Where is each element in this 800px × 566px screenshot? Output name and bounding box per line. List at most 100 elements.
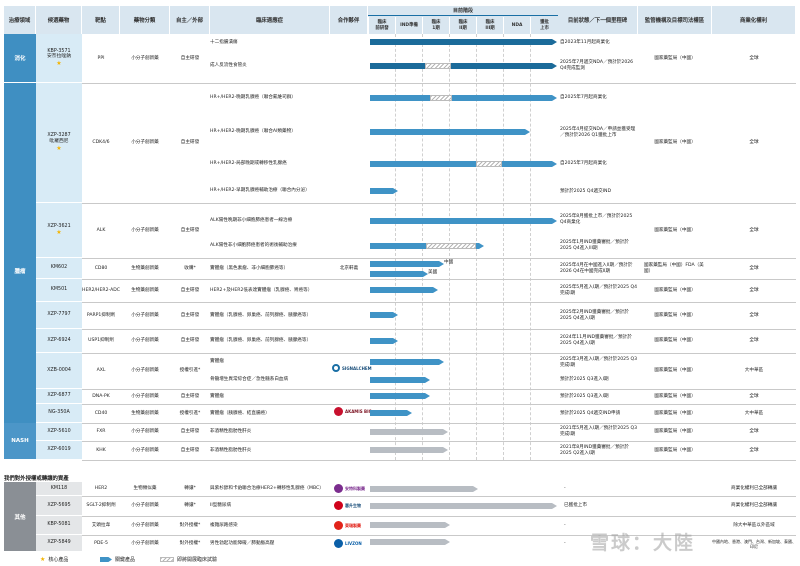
target-cell: PDE-5 — [94, 540, 108, 546]
status-cell: 預計於2025 Q3進入I期 — [560, 393, 609, 399]
source-cell: 自主研發 — [180, 338, 200, 344]
indication-cell: 實體瘤（胰腺癌、結直腸癌） — [210, 410, 270, 416]
status-cell: 自2025年7月起商業化 — [560, 95, 607, 101]
class-cell: 小分子創新藥 — [131, 227, 159, 233]
col-regulator: 監管機構及目標司法權區 — [638, 6, 712, 34]
status-cell: 2025年2月IND獲藥審批／預計於2025 Q4進入I期 — [560, 309, 629, 321]
source-cell: 自主研發 — [180, 312, 200, 318]
stage-approved: 獲批 上市 — [530, 17, 558, 34]
segment-oncology: 腫瘤 — [4, 83, 36, 460]
planned-bar — [430, 95, 452, 101]
progress-bar — [370, 271, 428, 277]
indication-cell: II型糖尿病 — [210, 503, 232, 509]
drug-kbp3571: KBP-3571 安奈拉唑鈉 ★ — [36, 34, 82, 83]
source-cell: 授權引進* — [179, 368, 201, 374]
class-cell: 生物藥創新藥 — [131, 410, 159, 416]
row-divider — [82, 423, 796, 424]
progress-bar — [370, 188, 398, 194]
drug-km118: KM118 — [36, 482, 82, 496]
segment-digestive: 消化 — [4, 34, 36, 83]
regulator-cell: 國家藥監局（中國）FDA（美國） — [644, 262, 704, 274]
stage-phase1: 臨床 1期 — [422, 17, 449, 34]
drug-ng350a: NG-350A — [36, 404, 82, 423]
rights-cell: 大中華區 — [744, 410, 764, 416]
status-cell: 2021年5月進入I期／預計於2025 Q3完成I期 — [560, 426, 638, 437]
pipeline-table: 消化 腫瘤 KBP-3571 安奈拉唑鈉 ★ XZP-3287 吡羅西尼 ★ XZP-3… — [4, 34, 796, 461]
col-rights: 商業化權利 — [712, 6, 796, 34]
rights-cell: 全球 — [749, 447, 759, 453]
regulator-cell: 國家藥監局（中國） — [654, 393, 696, 399]
drug-km501: KM501 — [36, 279, 82, 302]
legend-planned: 即將開展臨床試驗 — [160, 556, 217, 563]
target-cell: KHK — [96, 447, 106, 453]
row-divider — [82, 404, 796, 405]
status-cell: 預計於2025 Q3進入I期 — [560, 377, 609, 383]
partner-logo-signalchem: SIGNALCHEM — [332, 364, 372, 372]
partner-logo-akamis: AKAMIS BIO — [334, 407, 372, 416]
progress-bar — [370, 539, 450, 545]
drug-xzp3287: XZP-3287 吡羅西尼 ★ — [36, 83, 82, 203]
target-cell: HER2 — [94, 486, 108, 492]
legend-key: 關鍵產品 — [100, 556, 135, 563]
status-cell: 預計於2025 Q4遞交IND — [560, 189, 611, 195]
class-cell: 小分子創新藥 — [131, 55, 159, 61]
progress-bar — [370, 63, 425, 69]
core-star-icon: ★ — [56, 144, 62, 152]
rights-cell: 全球 — [749, 338, 759, 344]
source-cell: 轉讓* — [184, 486, 196, 492]
rights-cell: 全球 — [749, 287, 759, 293]
partner-logo-livzon: LIVZON — [334, 539, 362, 548]
indication-cell: 複雜尿路感染 — [210, 522, 238, 528]
source-cell: 授權引進* — [179, 410, 201, 416]
source-cell: 對外授權* — [179, 522, 201, 528]
col-class: 藥物分類 — [120, 6, 170, 34]
progress-bar — [370, 39, 557, 45]
indication-cell: HR+/HER2-早期乳腺癌輔助治療（聯合內分泌） — [210, 188, 310, 194]
drug-xzp6924: XZP-6924 — [36, 329, 82, 353]
indication-cell: 實體瘤（乳腺癌、卵巢癌、前列腺癌、胰腺癌等） — [210, 338, 312, 344]
progress-bar — [370, 287, 438, 293]
indication-cell: ALK陽性非小細胞肺癌患者的術後輔助治療 — [210, 243, 297, 249]
target-cell: DNA-PK — [92, 393, 110, 399]
class-cell: 生物類似藥 — [133, 486, 157, 492]
regulator-cell: 國家藥監局（中國） — [654, 140, 696, 146]
progress-bar — [451, 63, 557, 69]
indication-cell: 實體瘤（乳腺癌、卵巢癌、前列腺癌、胰腺癌等） — [210, 312, 312, 318]
indication-cell: HR+/HER2-局部晚期或轉移性乳腺癌 — [210, 161, 287, 167]
target-cell: 艾頭拉韋 — [91, 522, 111, 528]
drug-kbp5081: KBP-5081 — [36, 516, 82, 535]
status-cell: - — [564, 486, 566, 492]
status-cell: 自2025年7月起商業化 — [560, 161, 607, 167]
class-cell: 小分子創新藥 — [131, 368, 159, 374]
source-cell: 自主研發 — [180, 55, 200, 61]
section-outlicensed-title: 我們對外授權或轉讓的資產 — [4, 476, 69, 482]
col-status: 目前狀態／下一個里程碑 — [558, 6, 638, 34]
planned-bar — [476, 161, 502, 167]
stage-group-title: 目前階段 — [368, 7, 558, 16]
progress-bar — [370, 429, 448, 435]
rights-cell: 全球 — [749, 265, 759, 271]
col-partner: 合作夥伴 — [330, 6, 368, 34]
indication-cell: 實體瘤 — [210, 393, 224, 399]
stage-ind: IND準備 — [395, 17, 422, 34]
target-cell: HER2/HER2-ADC — [82, 287, 120, 293]
indication-cell: 非酒精性脂肪性肝炎 — [210, 447, 252, 453]
phase-marker-china: 中國 — [444, 260, 454, 266]
status-cell: 2025年8月獲批上市／預計於2025 Q4商業化 — [560, 214, 633, 225]
regulator-cell: 國家藥監局（中國） — [654, 338, 696, 344]
class-cell: 小分子創新藥 — [131, 522, 159, 528]
partner-logo-dongrui: 東瑞製藥 — [334, 521, 361, 530]
row-divider — [82, 441, 796, 442]
indication-cell: 骨髓增生異常綜合症／急性髓系白血病 — [210, 377, 289, 383]
rights-cell: 大中華區 — [744, 368, 764, 374]
indication-cell: HR+/HER2-晚期乳腺癌（聯合AI類藥物） — [210, 129, 296, 135]
regulator-cell: 國家藥監局（中國） — [654, 227, 696, 233]
indication-cell: HR+/HER2-晚期乳腺癌（聯合氟維司群） — [210, 95, 296, 101]
progress-bar — [502, 161, 557, 167]
progress-bar — [370, 410, 412, 416]
partner-cell: 北京軒義 — [339, 265, 359, 271]
table-header: 治療領域 候選藥物 靶點 藥物分類 自主／外部 臨床適應症 合作夥伴 目前階段 … — [4, 6, 796, 34]
class-cell: 小分子創新藥 — [131, 312, 159, 318]
row-divider — [82, 496, 796, 497]
phase-marker-usa: 美國 — [428, 270, 438, 276]
